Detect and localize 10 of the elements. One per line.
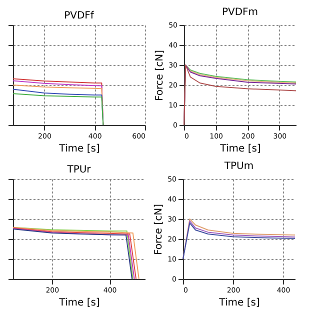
y-axis-title: Force [cN] bbox=[154, 204, 165, 256]
x-axis-title: Time [s] bbox=[219, 144, 261, 154]
x-axis-title: Time [s] bbox=[218, 298, 260, 308]
x-axis-title: Time [s] bbox=[58, 144, 100, 154]
y-axis-title: Force [cN] bbox=[154, 50, 166, 102]
x-axis-title: Time [s] bbox=[58, 298, 100, 308]
chart-title: PVDFm bbox=[222, 7, 258, 18]
chart-title: TPUr bbox=[66, 164, 92, 176]
chart-title: TPUm bbox=[223, 161, 254, 172]
chart-title: PVDFf bbox=[64, 10, 94, 22]
